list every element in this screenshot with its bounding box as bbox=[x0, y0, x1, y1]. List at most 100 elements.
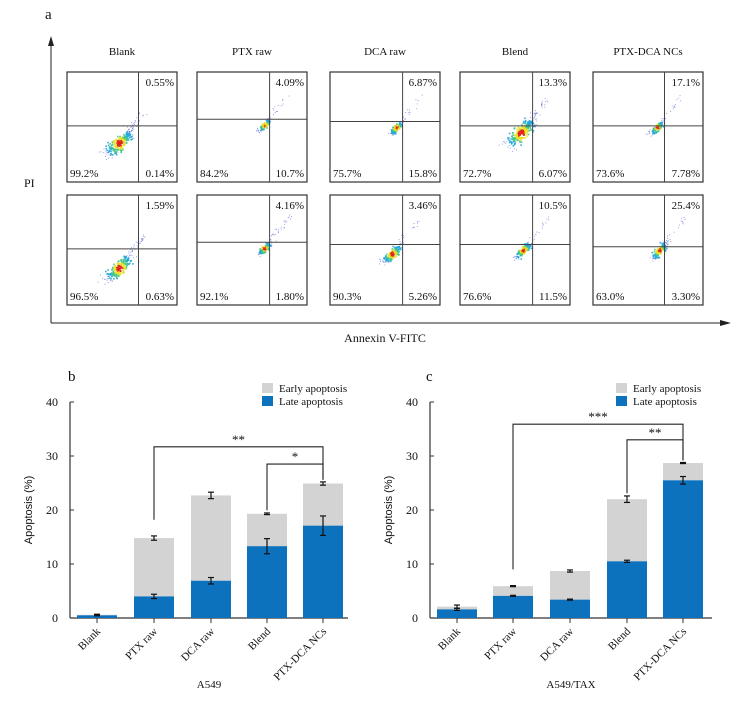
legend-label-late: Late apoptosis bbox=[279, 396, 343, 408]
flow-scatter-points bbox=[258, 214, 292, 258]
significance-stars: ** bbox=[232, 432, 245, 447]
quadrant-upper-right-percent: 3.46% bbox=[409, 200, 437, 212]
pi-axis-label: PI bbox=[24, 176, 35, 190]
significance-bracket: * bbox=[266, 449, 324, 511]
bar-late-apoptosis bbox=[493, 595, 533, 618]
quadrant-lower-right-percent: 0.14% bbox=[146, 168, 174, 180]
error-bar bbox=[151, 535, 157, 541]
panel-a-label: a bbox=[45, 7, 52, 23]
bar-early-apoptosis bbox=[607, 499, 647, 562]
error-bar bbox=[624, 559, 630, 563]
error-bar bbox=[680, 461, 686, 465]
quadrant-lower-left-percent: 75.7% bbox=[333, 168, 361, 180]
flow-plot: 6.87% 75.7% 15.8% bbox=[329, 71, 441, 183]
y-tick-label: 30 bbox=[406, 449, 418, 463]
flow-plot: 13.3% 72.7% 6.07% bbox=[459, 71, 571, 183]
y-tick-label: 0 bbox=[52, 611, 58, 625]
legend-label-late: Late apoptosis bbox=[633, 396, 697, 408]
flow-plot-frame bbox=[592, 194, 704, 306]
flow-plot-frame bbox=[592, 71, 704, 183]
quadrant-lower-right-percent: 10.7% bbox=[276, 168, 304, 180]
y-tick-label: 0 bbox=[412, 611, 418, 625]
quadrant-upper-right-percent: 1.59% bbox=[146, 200, 174, 212]
annexin-axis-label: Annexin V-FITC bbox=[344, 331, 426, 345]
quadrant-lower-left-percent: 84.2% bbox=[200, 168, 228, 180]
chart-b: b 0 10 20 30 40 Apoptosis (%) A549 Blank PTX raw D… bbox=[23, 369, 348, 691]
flow-plot: 25.4% 63.0% 3.30% bbox=[592, 194, 704, 306]
error-bar bbox=[320, 515, 326, 536]
bar-late-apoptosis bbox=[77, 615, 117, 618]
bar-late-apoptosis bbox=[607, 561, 647, 618]
x-tick-label: PTX-DCA NCs bbox=[272, 626, 330, 684]
bar-early-apoptosis bbox=[663, 463, 703, 481]
flow-plot-frame bbox=[66, 194, 178, 306]
x-tick-label: DCA raw bbox=[179, 626, 217, 664]
error-bar bbox=[567, 569, 573, 573]
flow-plot: 4.16% 92.1% 1.80% bbox=[196, 194, 308, 306]
significance-stars: ** bbox=[649, 425, 662, 440]
bar-early-apoptosis bbox=[134, 538, 174, 597]
quadrant-upper-right-percent: 13.3% bbox=[539, 77, 567, 89]
flow-scatter-points bbox=[379, 220, 420, 266]
error-bar bbox=[94, 613, 100, 616]
legend-label-early: Early apoptosis bbox=[633, 383, 701, 395]
legend-swatch-late bbox=[262, 396, 273, 406]
quadrant-lower-right-percent: 5.26% bbox=[409, 291, 437, 303]
error-bar bbox=[264, 538, 270, 555]
y-tick-label: 30 bbox=[46, 449, 58, 463]
flow-plot: 17.1% 73.6% 7.78% bbox=[592, 71, 704, 183]
error-bar bbox=[567, 598, 573, 601]
legend-label-early: Early apoptosis bbox=[279, 383, 347, 395]
significance-bracket: ** bbox=[626, 425, 684, 494]
flow-plot-frame bbox=[459, 71, 571, 183]
legend-swatch-early bbox=[616, 383, 627, 393]
bar-early-apoptosis bbox=[493, 586, 533, 596]
quadrant-lower-left-percent: 76.6% bbox=[463, 291, 491, 303]
flow-column-title: PTX-DCA NCs bbox=[613, 46, 682, 58]
panel-label: c bbox=[426, 369, 433, 385]
x-tick-label: PTX raw bbox=[123, 626, 160, 663]
flow-cytometry-grid: Blank PTX raw DCA raw Blend PTX-DCA NCs 0.55%… bbox=[48, 36, 731, 326]
bar-late-apoptosis bbox=[550, 599, 590, 618]
quadrant-upper-right-percent: 10.5% bbox=[539, 200, 567, 212]
quadrant-lower-right-percent: 11.5% bbox=[539, 291, 567, 303]
bar-late-apoptosis bbox=[191, 580, 231, 618]
flow-plot-frame bbox=[329, 71, 441, 183]
x-axis-label: A549/TAX bbox=[546, 679, 595, 691]
flow-scatter-points bbox=[512, 216, 550, 261]
error-bar bbox=[510, 584, 516, 588]
flow-plot: 0.55% 99.2% 0.14% bbox=[66, 71, 178, 183]
flow-plot: 4.09% 84.2% 10.7% bbox=[196, 71, 308, 183]
flow-plot-frame bbox=[329, 194, 441, 306]
y-tick-label: 20 bbox=[406, 503, 418, 517]
quadrant-lower-right-percent: 6.07% bbox=[539, 168, 567, 180]
quadrant-lower-right-percent: 15.8% bbox=[409, 168, 437, 180]
significance-stars: *** bbox=[588, 409, 608, 424]
quadrant-upper-right-percent: 4.16% bbox=[276, 200, 304, 212]
quadrant-upper-right-percent: 0.55% bbox=[146, 77, 174, 89]
flow-scatter-points bbox=[388, 94, 423, 136]
flow-scatter-points bbox=[645, 95, 681, 137]
error-bar bbox=[624, 495, 630, 504]
bar-early-apoptosis bbox=[550, 571, 590, 600]
bar-late-apoptosis bbox=[247, 546, 287, 618]
flow-plot-frame bbox=[196, 194, 308, 306]
flow-scatter-points bbox=[97, 234, 146, 285]
annexin-axis-arrow-icon bbox=[720, 320, 731, 326]
bar-late-apoptosis bbox=[134, 596, 174, 618]
y-tick-label: 20 bbox=[46, 503, 58, 517]
flow-scatter-points bbox=[256, 95, 290, 133]
quadrant-lower-left-percent: 72.7% bbox=[463, 168, 491, 180]
error-bar bbox=[208, 576, 214, 585]
quadrant-lower-left-percent: 96.5% bbox=[70, 291, 98, 303]
flow-plot: 3.46% 90.3% 5.26% bbox=[329, 194, 441, 306]
x-tick-label: PTX-DCA NCs bbox=[632, 626, 690, 684]
quadrant-lower-left-percent: 92.1% bbox=[200, 291, 228, 303]
quadrant-lower-left-percent: 90.3% bbox=[333, 291, 361, 303]
quadrant-lower-left-percent: 63.0% bbox=[596, 291, 624, 303]
legend-swatch-late bbox=[616, 396, 627, 406]
pi-axis-arrow-icon bbox=[48, 36, 54, 46]
